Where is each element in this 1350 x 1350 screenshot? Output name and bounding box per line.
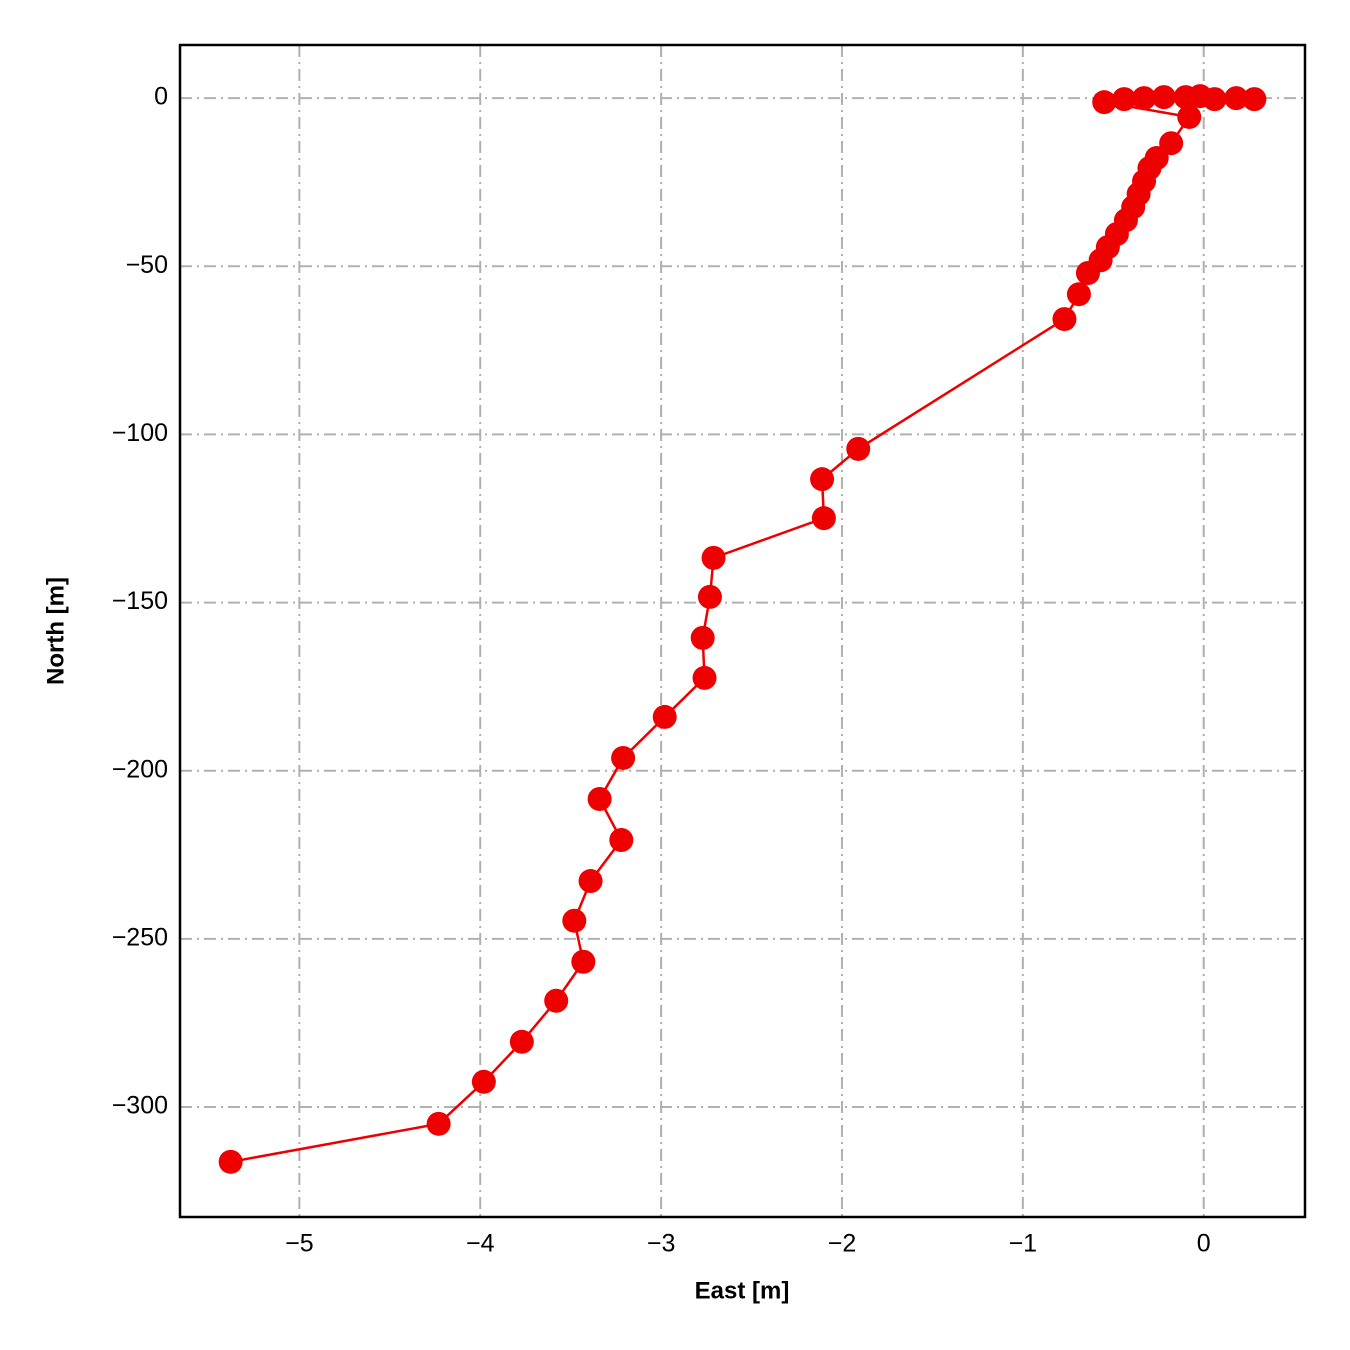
point bbox=[509, 1029, 534, 1054]
point bbox=[578, 869, 603, 894]
point bbox=[611, 745, 636, 770]
y-tick-label: −200 bbox=[112, 755, 168, 783]
point bbox=[701, 545, 726, 570]
point bbox=[562, 908, 587, 933]
point bbox=[426, 1111, 451, 1136]
point bbox=[846, 436, 871, 461]
point bbox=[1173, 85, 1198, 110]
point bbox=[587, 786, 612, 811]
point bbox=[1242, 87, 1267, 112]
y-tick-label: −250 bbox=[112, 923, 168, 951]
x-tick-label: 0 bbox=[1197, 1230, 1211, 1258]
point bbox=[1159, 131, 1184, 156]
x-tick-label: −4 bbox=[466, 1230, 495, 1258]
point bbox=[810, 467, 835, 492]
point bbox=[1075, 261, 1100, 286]
point bbox=[1151, 85, 1176, 110]
point bbox=[652, 704, 677, 729]
y-tick-label: −100 bbox=[112, 419, 168, 447]
plot-frame bbox=[178, 43, 1307, 1219]
point bbox=[544, 988, 569, 1013]
x-tick-label: −1 bbox=[1009, 1230, 1038, 1258]
point bbox=[609, 828, 634, 853]
y-axis-label: North [m] bbox=[42, 577, 69, 685]
y-tick-label: 0 bbox=[154, 83, 168, 111]
point bbox=[1052, 307, 1077, 332]
x-tick-label: −2 bbox=[828, 1230, 857, 1258]
y-tick-label: −300 bbox=[112, 1092, 168, 1120]
point bbox=[1224, 86, 1249, 111]
point bbox=[692, 665, 717, 690]
point bbox=[1066, 282, 1091, 307]
point bbox=[1092, 90, 1117, 115]
point bbox=[690, 625, 715, 650]
point bbox=[811, 506, 836, 531]
x-axis-label: East [m] bbox=[695, 1277, 790, 1304]
x-tick-label: −5 bbox=[285, 1230, 314, 1258]
y-tick-label: −150 bbox=[112, 587, 168, 615]
x-tick-label: −3 bbox=[647, 1230, 676, 1258]
point bbox=[471, 1069, 496, 1094]
point bbox=[218, 1149, 243, 1174]
point bbox=[697, 584, 722, 609]
point bbox=[1112, 87, 1137, 112]
point bbox=[571, 949, 596, 974]
y-tick-label: −50 bbox=[126, 251, 168, 279]
point bbox=[1132, 86, 1157, 111]
point bbox=[1177, 104, 1202, 129]
